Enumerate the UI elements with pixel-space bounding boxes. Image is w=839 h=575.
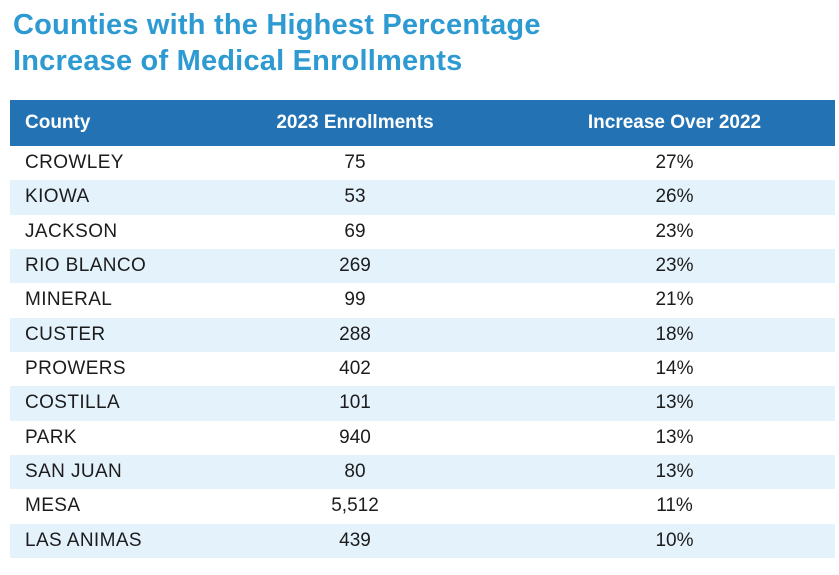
table-row: LAS ANIMAS 439 10% [10, 523, 835, 558]
page-title-line1: Counties with the Highest Percentage [13, 9, 541, 41]
enrollments-cell: 101 [339, 392, 371, 414]
enrollments-cell: 269 [339, 255, 371, 277]
county-cell: PROWERS [25, 358, 126, 380]
enrollments-cell: 439 [339, 529, 371, 551]
table-body: CROWLEY 75 27% KIOWA 53 26% JACKSON 69 2… [10, 146, 835, 558]
county-cell: PARK [25, 426, 77, 448]
table-row: CROWLEY 75 27% [10, 146, 835, 181]
enrollments-cell: 53 [344, 186, 366, 208]
increase-cell: 27% [655, 152, 694, 174]
county-cell: JACKSON [25, 220, 118, 242]
county-cell: MINERAL [25, 289, 113, 311]
county-cell: RIO BLANCO [25, 255, 147, 277]
table-row: RIO BLANCO 269 23% [10, 248, 835, 284]
increase-cell: 14% [655, 358, 694, 380]
enrollments-cell: 80 [344, 461, 366, 483]
county-cell: CUSTER [25, 323, 106, 345]
county-cell: SAN JUAN [25, 461, 123, 483]
county-cell: COSTILLA [25, 392, 121, 414]
county-cell: CROWLEY [25, 152, 124, 174]
increase-cell: 10% [655, 529, 694, 551]
table-row: CUSTER 288 18% [10, 317, 835, 352]
enrollments-cell: 5,512 [331, 495, 379, 517]
column-header-county: County [25, 112, 91, 133]
column-header-increase: Increase Over 2022 [587, 112, 762, 133]
page-title-line2: Increase of Medical Enrollments [13, 45, 463, 77]
increase-cell: 23% [655, 255, 694, 277]
increase-cell: 18% [655, 323, 694, 345]
increase-cell: 23% [655, 220, 694, 242]
table-row: PROWERS 402 14% [10, 351, 835, 387]
enrollments-cell: 402 [339, 358, 371, 380]
table-row: KIOWA 53 26% [10, 180, 835, 215]
county-cell: MESA [25, 495, 81, 517]
table-row: PARK 940 13% [10, 420, 835, 455]
increase-cell: 13% [655, 392, 694, 414]
increase-cell: 21% [655, 289, 694, 311]
county-cell: KIOWA [25, 186, 90, 208]
enrollments-cell: 69 [344, 220, 366, 242]
enrollments-cell: 288 [339, 323, 371, 345]
enrollments-table: County 2023 Enrollments Increase Over 20… [10, 100, 835, 558]
page-title: Counties with the Highest Percentage Inc… [13, 7, 823, 79]
table-row: SAN JUAN 80 13% [10, 454, 835, 490]
county-cell: LAS ANIMAS [25, 529, 142, 551]
table-header-row: County 2023 Enrollments Increase Over 20… [10, 100, 835, 146]
enrollments-cell: 75 [344, 152, 366, 174]
table-row: JACKSON 69 23% [10, 214, 835, 249]
table-row: MINERAL 99 21% [10, 283, 835, 318]
column-header-enrollments: 2023 Enrollments [276, 112, 434, 133]
increase-cell: 11% [656, 495, 693, 517]
enrollments-cell: 99 [344, 289, 366, 311]
table-row: MESA 5,512 11% [10, 489, 835, 524]
increase-cell: 13% [655, 461, 694, 483]
increase-cell: 13% [655, 426, 694, 448]
table-row: COSTILLA 101 13% [10, 386, 835, 421]
increase-cell: 26% [655, 186, 694, 208]
enrollments-cell: 940 [339, 426, 371, 448]
